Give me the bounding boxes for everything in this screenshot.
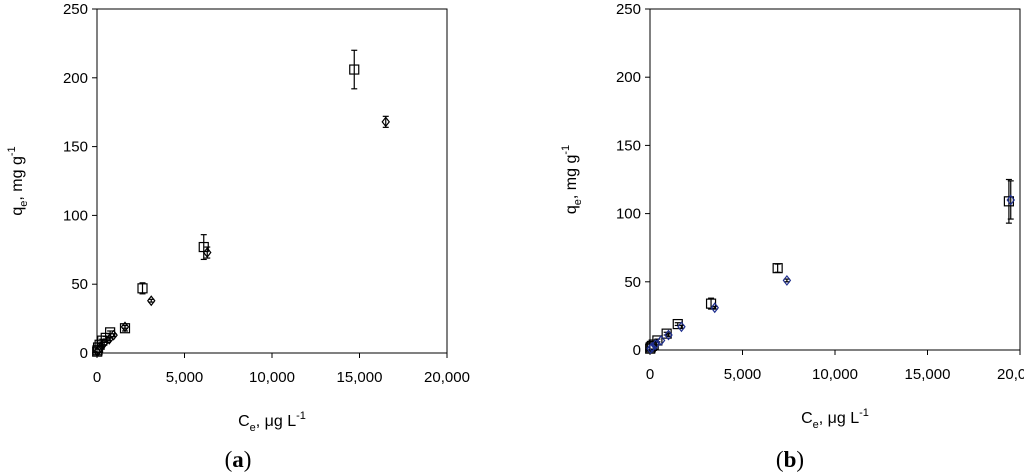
chart-panel-b: 0 50 100 150 200 250 0 5,000 10,000 15,000 20,000 C… bbox=[560, 1, 1024, 472]
y-axis-label-subscript: e bbox=[18, 201, 30, 207]
data-point-diamond bbox=[647, 341, 657, 353]
plot-frame bbox=[649, 8, 1021, 351]
data-point-diamond bbox=[146, 295, 156, 307]
y-tick-label: 0 bbox=[633, 342, 641, 359]
x-axis-label-unit: , μg L bbox=[819, 410, 859, 427]
data-point-diamond bbox=[710, 302, 720, 314]
y-tick-label: 200 bbox=[616, 69, 641, 86]
x-axis-label-subscript: e bbox=[250, 422, 256, 434]
panel-label: (a) bbox=[225, 447, 252, 472]
data-point-square bbox=[137, 283, 148, 294]
x-axis-label-base: C bbox=[801, 410, 813, 427]
x-tick-label: 10,000 bbox=[249, 369, 295, 386]
x-axis-label: Ce, μg L-1 bbox=[801, 407, 869, 431]
chart-panel-a: 0 50 100 150 200 250 0 5,000 10,000 15,000 20,000 C… bbox=[6, 1, 470, 472]
y-tick-label: 150 bbox=[63, 139, 88, 156]
x-tick-label: 5,000 bbox=[724, 366, 762, 383]
y-axis-label-superscript: -1 bbox=[560, 145, 572, 155]
y-tick-label: 100 bbox=[616, 206, 641, 223]
plot-frame bbox=[96, 8, 448, 354]
y-axis-label-superscript: -1 bbox=[6, 146, 18, 156]
panel-label-letter: b bbox=[784, 447, 797, 472]
x-tick-label: 20,000 bbox=[424, 369, 470, 386]
y-tick-label: 250 bbox=[616, 1, 641, 18]
y-tick-label: 50 bbox=[624, 274, 641, 291]
y-axis-label-base: q bbox=[563, 205, 580, 214]
y-tick-label: 150 bbox=[616, 137, 641, 154]
x-axis-label: Ce, μg L-1 bbox=[238, 410, 306, 434]
data-point-diamond bbox=[120, 321, 130, 333]
data-series-square bbox=[645, 178, 1015, 354]
x-tick-label: 15,000 bbox=[905, 366, 951, 383]
panel-label-close-paren: ) bbox=[244, 447, 252, 472]
x-axis-label-subscript: e bbox=[813, 419, 819, 431]
y-axis-label-unit: , mg g bbox=[9, 156, 26, 200]
y-tick-label: 0 bbox=[80, 345, 88, 362]
x-tick-label: 20,000 bbox=[997, 366, 1024, 383]
x-axis-label-unit: , μg L bbox=[256, 413, 296, 430]
x-axis-label-superscript: -1 bbox=[296, 410, 306, 422]
data-point-diamond bbox=[782, 274, 792, 286]
data-point-square bbox=[119, 323, 131, 334]
x-tick-label: 0 bbox=[93, 369, 101, 386]
panel-label-open-paren: ( bbox=[776, 447, 784, 472]
y-tick-label: 50 bbox=[71, 276, 88, 293]
data-series-diamond bbox=[93, 115, 391, 358]
data-series-square bbox=[92, 49, 360, 357]
data-series-diamond bbox=[646, 180, 1016, 355]
y-tick-label: 250 bbox=[63, 1, 88, 18]
y-tick-label: 200 bbox=[63, 70, 88, 87]
panel-label-letter: a bbox=[232, 447, 244, 472]
x-tick-label: 5,000 bbox=[166, 369, 204, 386]
data-point-diamond bbox=[651, 339, 660, 351]
y-axis-label-subscript: e bbox=[572, 199, 584, 205]
data-point-diamond bbox=[677, 321, 686, 333]
data-point-diamond bbox=[664, 329, 673, 341]
data-point-diamond bbox=[109, 329, 118, 341]
y-axis-label-unit: , mg g bbox=[563, 155, 580, 199]
panel-label-open-paren: ( bbox=[225, 447, 233, 472]
panel-label: (b) bbox=[776, 447, 804, 472]
data-point-square bbox=[772, 263, 783, 274]
data-point-diamond bbox=[99, 337, 109, 349]
y-axis-label-base: q bbox=[9, 207, 26, 216]
data-point-diamond bbox=[202, 247, 212, 259]
y-axis-label: qe, mg g-1 bbox=[6, 146, 30, 215]
x-tick-label: 0 bbox=[646, 366, 654, 383]
x-tick-label: 15,000 bbox=[337, 369, 383, 386]
data-point-square bbox=[349, 64, 360, 75]
x-axis-label-base: C bbox=[238, 413, 250, 430]
data-point-diamond bbox=[656, 334, 666, 346]
x-axis-label-superscript: -1 bbox=[859, 407, 869, 419]
data-point-square bbox=[652, 335, 663, 346]
x-tick-label: 10,000 bbox=[812, 366, 858, 383]
data-point-diamond bbox=[381, 116, 391, 128]
data-point-diamond bbox=[94, 344, 103, 356]
data-point-diamond bbox=[1006, 194, 1016, 206]
panel-label-close-paren: ) bbox=[796, 447, 804, 472]
y-tick-label: 100 bbox=[63, 207, 88, 224]
y-axis-label: qe, mg g-1 bbox=[560, 145, 584, 214]
